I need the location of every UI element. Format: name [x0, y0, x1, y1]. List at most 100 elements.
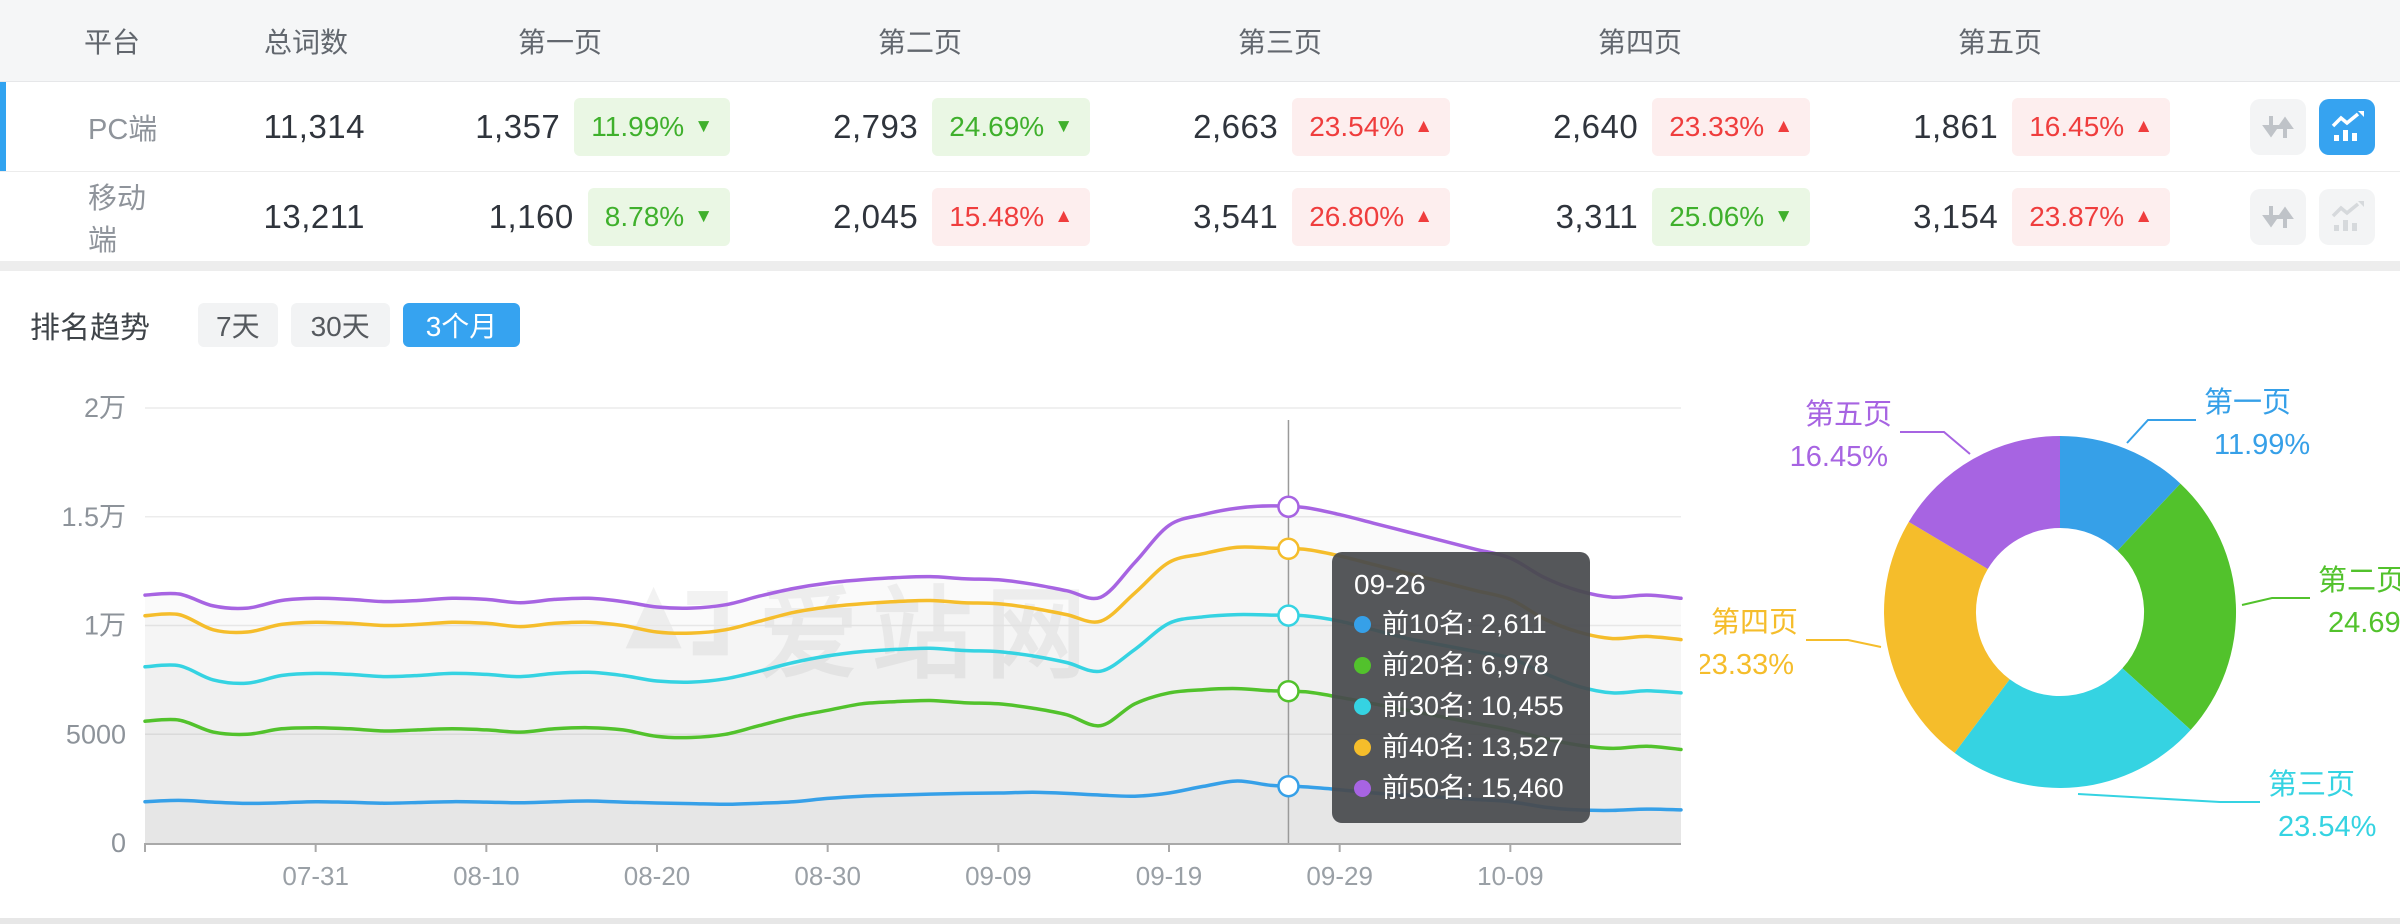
sort-arrows-icon: [2262, 115, 2294, 138]
page-1-cell: 1,160 8.78% ▼: [380, 187, 740, 246]
donut-label-pct: 23.33%: [1700, 649, 1794, 681]
page-distribution-donut-chart[interactable]: 第一页 11.99% 第二页 24.69% 第三页 23.54% 第四页 23.33% 第五页 1…: [1700, 350, 2400, 890]
percent-badge: 11.99% ▼: [574, 97, 730, 156]
y-tick-label: 1万: [84, 611, 126, 641]
column-header-page-4: 第四页: [1597, 26, 1682, 58]
tooltip-series-value: 前10名: 2,611: [1382, 609, 1547, 639]
page-3-cell: 3,541 26.80% ▲: [1100, 187, 1460, 246]
donut-label-name: 第五页: [1805, 398, 1892, 431]
column-header-page-2: 第二页: [877, 26, 962, 58]
x-tick-label: 10-09: [1477, 861, 1544, 891]
y-tick-label: 2万: [84, 393, 126, 423]
trend-chart-button[interactable]: [2319, 188, 2375, 245]
label-leader-line: [2077, 793, 2260, 803]
trend-range-tabs: 7天 30天 3个月: [198, 303, 521, 347]
page-4-cell: 3,311 25.06% ▼: [1460, 187, 1820, 246]
donut-slice-第二页[interactable]: [2117, 483, 2237, 730]
donut-label-name: 第三页: [2268, 768, 2355, 801]
tooltip-series-row: 前10名: 2,611: [1354, 604, 1568, 645]
table-row[interactable]: 移动端 13,211 1,160 8.78% ▼ 2,045 15.48% ▲ 3,541 26.…: [0, 172, 2400, 261]
series-area-前20名: [145, 688, 1681, 843]
tab-range-3[interactable]: 3个月: [402, 303, 521, 347]
trend-up-icon: ▲: [1414, 116, 1433, 137]
page-2-cell: 2,793 24.69% ▼: [740, 97, 1100, 156]
percent-badge: 26.80% ▲: [1292, 187, 1450, 246]
total-words-value: 11,314: [263, 107, 365, 145]
chart-tooltip: 09-26 前10名: 2,611 前20名: 6,978 前30名: 10,455…: [1332, 552, 1590, 823]
donut-slice-第一页[interactable]: [2060, 436, 2181, 551]
percent-value: 25.06%: [1669, 200, 1765, 232]
percent-value: 23.87%: [2029, 200, 2125, 232]
x-tick-label: 08-30: [794, 861, 861, 891]
trend-chart-button[interactable]: [2319, 98, 2375, 155]
page-3-cell: 2,663 23.54% ▲: [1100, 97, 1460, 156]
rank-trend-line-chart[interactable]: 07-31 08-10 08-20 08-30 09-09 09-19 09-29 10-09…: [0, 380, 1760, 918]
donut-slice-第四页[interactable]: [1884, 521, 2010, 753]
platform-label: PC端: [88, 113, 158, 146]
column-header-platform: 平台: [84, 26, 141, 58]
donut-label-name: 第二页: [2318, 564, 2400, 597]
hover-marker: [1277, 495, 1300, 518]
sort-arrows-icon: [2262, 205, 2294, 228]
donut-label-pct: 24.69%: [2328, 607, 2400, 639]
trend-up-icon: ▲: [1414, 206, 1433, 227]
label-leader-line: [2126, 419, 2196, 444]
page-5-cell: 3,154 23.87% ▲: [1820, 187, 2180, 246]
percent-value: 16.45%: [2029, 110, 2125, 142]
tooltip-date: 09-26: [1354, 569, 1426, 600]
compare-button[interactable]: [2250, 98, 2306, 155]
donut-label-name: 第四页: [1711, 606, 1798, 639]
tooltip-series-value: 前20名: 6,978: [1382, 650, 1549, 680]
column-header-page-3: 第三页: [1237, 26, 1322, 58]
series-dot-icon: [1354, 616, 1371, 633]
percent-value: 24.69%: [949, 110, 1045, 142]
trend-up-icon: ▲: [2134, 116, 2153, 137]
trend-down-icon: ▼: [1054, 116, 1073, 137]
series-area-前10名: [145, 780, 1681, 843]
series-dot-icon: [1354, 657, 1371, 674]
tooltip-series-value: 前40名: 13,527: [1382, 732, 1564, 762]
bottom-divider: [0, 918, 2400, 924]
percent-badge: 25.06% ▼: [1652, 187, 1810, 246]
bar-line-chart-icon: [2331, 110, 2364, 141]
trend-up-icon: ▲: [1054, 206, 1073, 227]
percent-badge: 23.87% ▲: [2012, 187, 2170, 246]
x-tick-label: 09-09: [965, 861, 1032, 891]
table-row[interactable]: PC端 11,314 1,357 11.99% ▼ 2,793 24.69% ▼ 2,663 23…: [0, 82, 2400, 172]
hover-marker: [1277, 537, 1300, 561]
percent-value: 8.78%: [604, 200, 685, 232]
tooltip-series-value: 前30名: 10,455: [1382, 691, 1564, 721]
tooltip-series-row: 前20名: 6,978: [1354, 645, 1568, 686]
platform-label: 移动端: [88, 182, 147, 257]
donut-slice-第五页[interactable]: [1908, 436, 2060, 569]
series-dot-icon: [1354, 698, 1371, 715]
label-leader-line: [2241, 597, 2310, 606]
x-tick-label: 08-10: [453, 861, 520, 891]
percent-badge: 23.54% ▲: [1292, 97, 1450, 156]
x-tick-label: 09-29: [1306, 861, 1373, 891]
column-header-page-5: 第五页: [1957, 26, 2042, 58]
percent-value: 23.54%: [1309, 110, 1405, 142]
x-tick-label: 09-19: [1136, 861, 1203, 891]
donut-slice-第三页[interactable]: [1954, 668, 2191, 788]
page-count-value: 3,311: [1555, 197, 1639, 235]
hover-marker: [1277, 604, 1300, 627]
page-count-value: 2,663: [1193, 107, 1279, 145]
row-actions: [2180, 98, 2400, 155]
label-leader-line: [1900, 431, 1971, 455]
y-tick-label: 5000: [66, 719, 126, 749]
percent-badge: 24.69% ▼: [932, 97, 1090, 156]
page-count-value: 2,640: [1553, 107, 1639, 145]
tab-range-2[interactable]: 30天: [290, 303, 390, 347]
trend-title: 排名趋势: [30, 312, 150, 345]
tooltip-series-row: 前30名: 10,455: [1354, 686, 1568, 727]
hover-marker: [1277, 679, 1300, 703]
compare-button[interactable]: [2250, 188, 2306, 245]
page-count-value: 2,793: [833, 107, 919, 145]
page-count-value: 3,541: [1193, 197, 1279, 235]
percent-badge: 15.48% ▲: [932, 187, 1090, 246]
tab-range-1[interactable]: 7天: [198, 303, 278, 347]
series-dot-icon: [1354, 739, 1371, 756]
page-5-cell: 1,861 16.45% ▲: [1820, 97, 2180, 156]
